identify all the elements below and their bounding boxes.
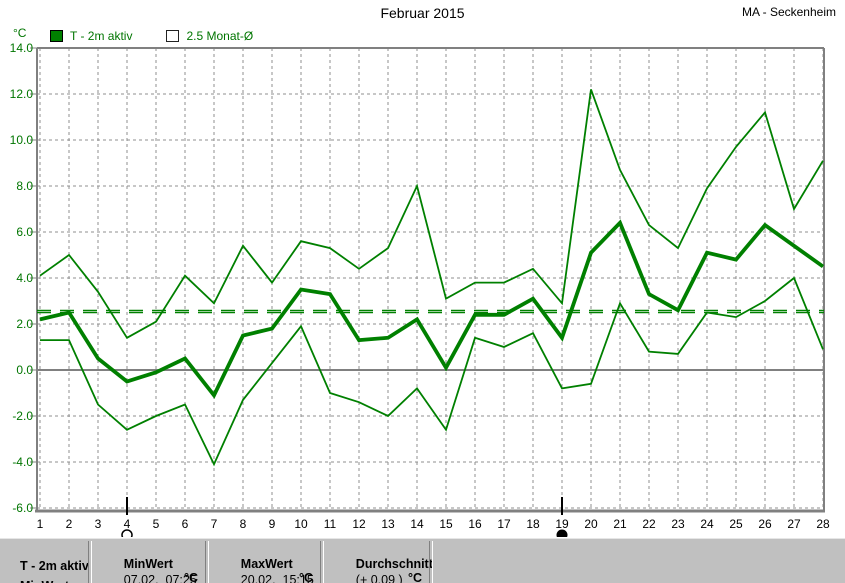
x-tick-label: 15	[439, 517, 453, 531]
x-tick-label: 17	[497, 517, 511, 531]
x-tick-label: 24	[700, 517, 714, 531]
x-tick-label: 27	[787, 517, 801, 531]
legend-item-aktiv: T - 2m aktiv	[50, 29, 132, 43]
y-tick-label: -2.0	[12, 409, 33, 423]
x-tick-label: 6	[182, 517, 189, 531]
statusbar-durchschnitt-cell: Durchschnitt °C (+ 0.09 ) 2.59	[322, 539, 433, 583]
legend-item-monat: 2.5 Monat-Ø	[166, 29, 253, 43]
x-tick-label: 1	[37, 517, 44, 531]
statusbar-separator	[320, 541, 324, 583]
full-moon-icon	[121, 529, 133, 537]
y-tick-label: 8.0	[16, 179, 33, 193]
y-tick-label: 6.0	[16, 225, 33, 239]
minwert-datetime: 07.02. 07:25	[123, 573, 197, 583]
statusbar-maxwert-cell: MaxWert °C 20.02. 15:15 12.2	[207, 539, 320, 583]
y-tick-label: 10.0	[10, 133, 34, 147]
statusbar-separator	[429, 541, 433, 583]
y-tick-label: 14.0	[10, 41, 34, 55]
series-daily-max	[39, 89, 824, 340]
x-tick-label: 8	[240, 517, 247, 531]
legend-label: T - 2m aktiv	[70, 29, 133, 43]
minwert-unit: °C	[183, 571, 198, 583]
y-tick-label: 4.0	[16, 271, 33, 285]
maxwert-header: MaxWert	[240, 557, 293, 571]
y-tick-label: -6.0	[12, 501, 33, 515]
statusbar-separator	[205, 541, 209, 583]
minwert-header: MinWert	[123, 557, 173, 571]
statusbar-series-label: T - 2m aktiv	[20, 559, 89, 573]
maxwert-datetime: 20.02. 15:15	[240, 573, 314, 583]
x-tick-label: 4	[124, 517, 131, 531]
maxwert-unit: °C	[298, 571, 313, 583]
filled-square-icon	[50, 30, 63, 42]
x-tick-label: 26	[758, 517, 772, 531]
x-tick-label: 19	[555, 517, 569, 531]
x-tick-label: 21	[613, 517, 627, 531]
x-tick-label: 7	[211, 517, 218, 531]
statusbar-minwert-cell: MinWert °C 07.02. 07:25 -4.1	[90, 539, 205, 583]
durchschnitt-header: Durchschnitt	[355, 557, 433, 571]
y-tick-label: 0.0	[16, 363, 33, 377]
statusbar-series-cell: T - 2m aktiv MinWert	[0, 539, 89, 583]
x-tick-label: 3	[95, 517, 102, 531]
x-tick-label: 28	[816, 517, 830, 531]
chart-svg: 14.012.010.08.06.04.02.00.0-2.0-4.0-6.01…	[10, 41, 830, 537]
x-tick-label: 11	[324, 517, 337, 531]
series-t-2m-aktiv-mean-	[39, 219, 825, 399]
legend: T - 2m aktiv 2.5 Monat-Ø	[50, 29, 279, 43]
x-tick-label: 23	[671, 517, 685, 531]
x-tick-label: 18	[526, 517, 540, 531]
legend-label: 2.5 Monat-Ø	[186, 29, 254, 43]
x-tick-label: 13	[381, 517, 395, 531]
new-moon-icon	[556, 529, 568, 537]
y-axis-unit-label: °C	[13, 26, 27, 40]
x-tick-label: 12	[352, 517, 366, 531]
statusbar-clipped-row: MinWert	[20, 579, 81, 583]
page-title: Februar 2015	[380, 5, 465, 21]
x-tick-label: 2	[66, 517, 73, 531]
durchschnitt-unit: °C	[407, 571, 422, 583]
series-daily-min	[40, 276, 824, 467]
x-tick-label: 16	[468, 517, 482, 531]
x-tick-label: 20	[584, 517, 598, 531]
status-bar: T - 2m aktiv MinWert MinWert °C 07.02. 0…	[0, 538, 845, 583]
statusbar-separator	[88, 541, 92, 583]
y-tick-label: -4.0	[12, 455, 33, 469]
x-tick-label: 14	[410, 517, 424, 531]
x-axis-labels: 1 2 3 4 5 6 7 8 9 10 11 12 13 14 15 16 17 18 19 20 21 22 23 24 2…	[37, 517, 830, 531]
durchschnitt-delta: (+ 0.09 )	[355, 573, 403, 583]
x-tick-label: 22	[642, 517, 656, 531]
open-square-icon	[166, 30, 180, 42]
horizontal-gridlines: 14.0 12.0 10.0 8.0 6.0 4.0 2.0 0.0 -2.0 -4.0 -6.0	[10, 41, 824, 515]
x-tick-label: 10	[294, 517, 308, 531]
x-tick-label: 5	[153, 517, 160, 531]
x-tick-label: 9	[269, 517, 276, 531]
y-tick-label: 12.0	[10, 87, 34, 101]
plot-frame	[35, 47, 825, 513]
x-tick-label: 25	[729, 517, 743, 531]
station-label: MA - Seckenheim	[741, 5, 836, 19]
y-tick-label: 2.0	[16, 317, 33, 331]
